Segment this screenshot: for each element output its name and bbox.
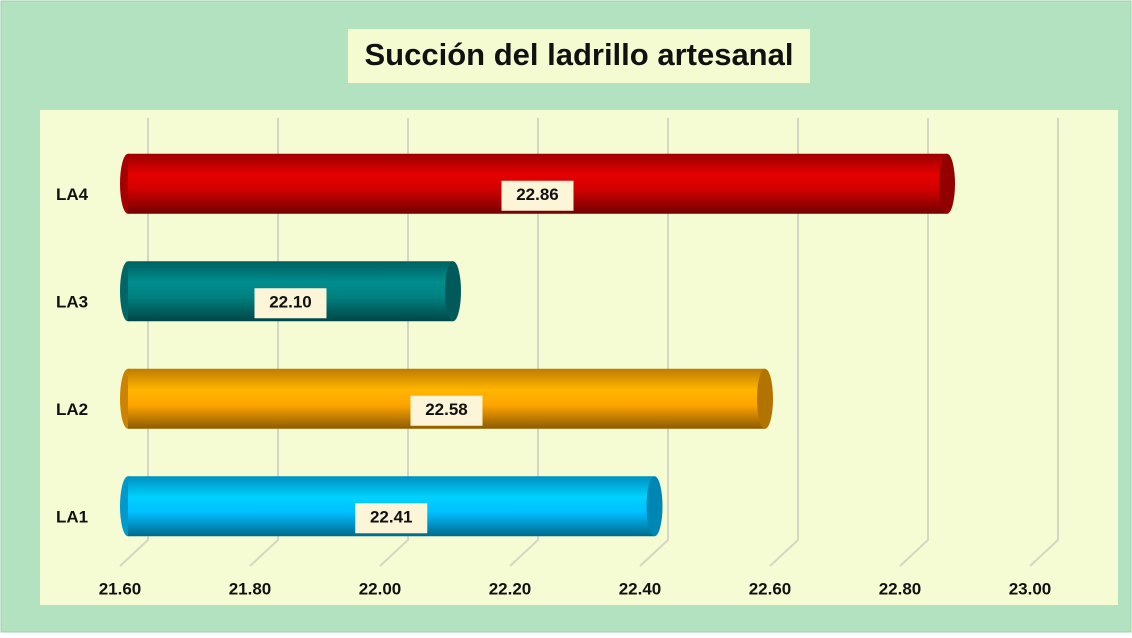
grid-line [249,118,279,567]
grid-line [769,118,799,567]
bar-end-cap [445,261,461,322]
value-label-box [501,180,574,211]
grid-line [379,118,409,567]
grid-line [639,118,669,567]
value-label: 22.41 [370,508,413,527]
grid-line [119,118,149,567]
x-tick-label: 21.80 [229,579,272,598]
x-tick-label: 21.60 [99,579,142,598]
value-label: 22.58 [425,400,468,419]
x-tick-label: 22.20 [489,579,532,598]
x-tick-label: 22.40 [619,579,662,598]
x-tick-label: 22.60 [749,579,792,598]
x-tick-label: 23.00 [1009,579,1052,598]
grid-line [1029,118,1059,567]
value-label: 22.86 [516,185,559,204]
value-label-box [410,395,483,426]
x-tick-label: 22.00 [359,579,402,598]
y-tick-label: LA1 [56,508,88,527]
value-label: 22.10 [269,293,312,312]
chart-title: Succión del ladrillo artesanal [365,37,794,72]
y-tick-label: LA2 [56,400,88,419]
bar-end-cap [939,153,955,214]
bar-end-cap [646,476,663,537]
grid-line [899,118,929,567]
x-tick-label: 22.80 [879,579,922,598]
value-label-box [254,288,327,319]
y-tick-label: LA3 [56,293,88,312]
title-box [348,29,810,83]
value-label-box [355,503,428,534]
y-tick-label: LA4 [56,185,89,204]
grid-line [509,118,539,567]
bar-end-cap [757,368,773,429]
